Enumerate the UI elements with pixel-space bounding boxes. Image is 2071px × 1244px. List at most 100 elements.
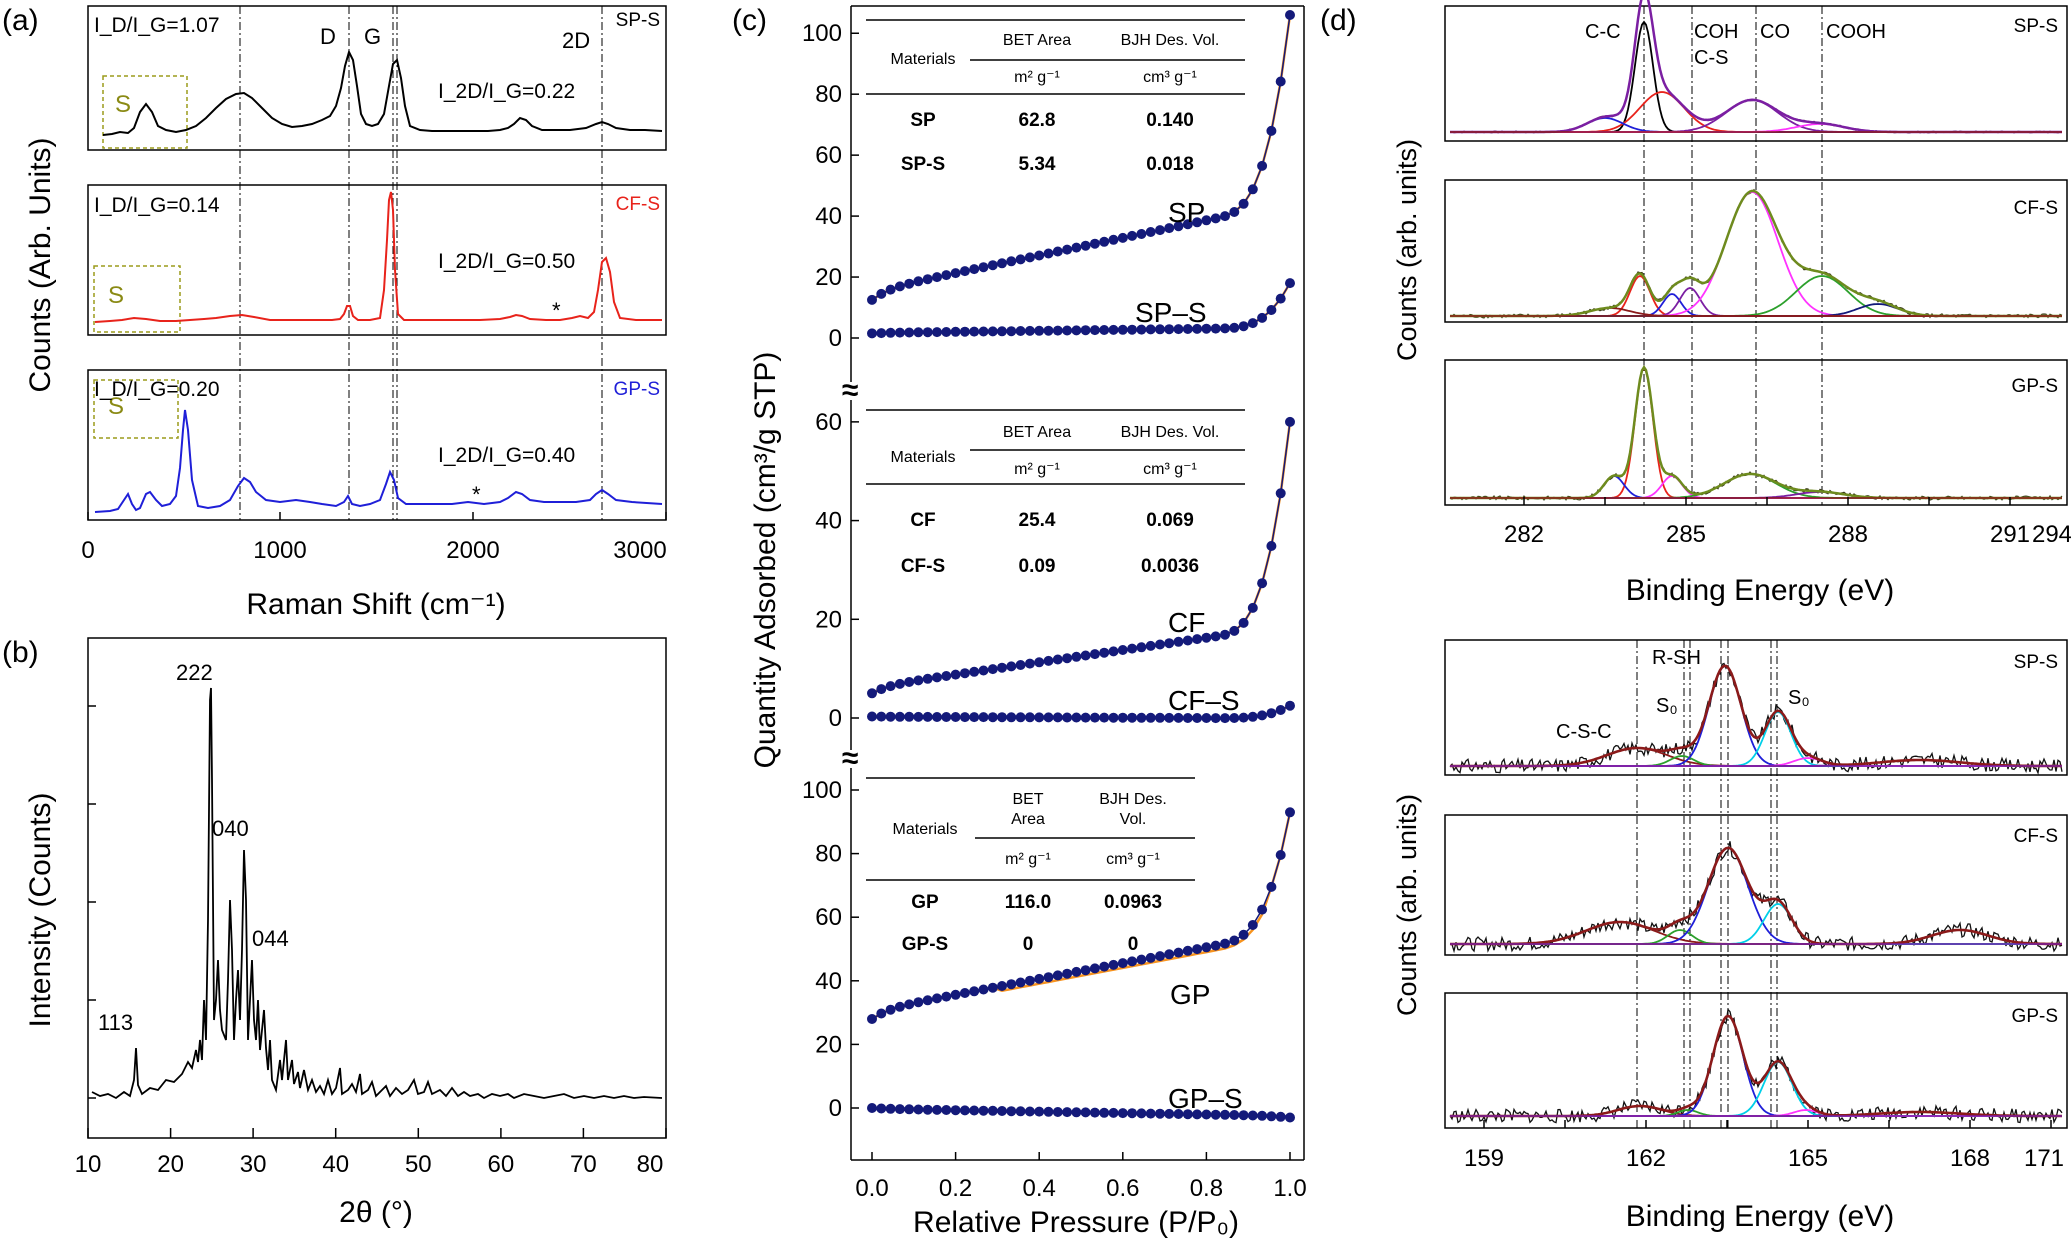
panel-c-data-point bbox=[1024, 975, 1035, 986]
panel-c-data-point bbox=[1117, 324, 1128, 335]
panel-c-data-point bbox=[1127, 324, 1138, 335]
panel-c-data-point bbox=[1071, 966, 1082, 977]
panel-c-data-point bbox=[978, 262, 989, 273]
panel-d-ylabel-top: Counts (arb. units) bbox=[1392, 139, 1422, 361]
table-sp-r2c1: SP-S bbox=[901, 154, 945, 175]
panel-c-data-point bbox=[1015, 254, 1026, 265]
panel-c-data-point bbox=[885, 711, 896, 722]
panel-c-data-point bbox=[922, 327, 933, 338]
panel-c-data-point bbox=[1238, 1110, 1249, 1121]
panel-c-data-point bbox=[1099, 236, 1110, 247]
panel-c-ytick-label: 40 bbox=[815, 508, 842, 535]
panel-c-data-point bbox=[1210, 213, 1221, 224]
panel-c-data-point bbox=[1108, 959, 1119, 970]
panel-c-data-point bbox=[1201, 942, 1212, 953]
panel-c-data-point bbox=[1220, 713, 1230, 724]
panel-b-xrd-trace bbox=[91, 687, 663, 1100]
panel-a-ratio-2d-gp: I_2D/I_G=0.40 bbox=[438, 444, 575, 467]
panel-a-star-cf: * bbox=[552, 298, 561, 323]
table-cf-r1c2: 25.4 bbox=[1019, 510, 1056, 531]
panel-c-data-point bbox=[894, 678, 905, 689]
panel-c-data-point bbox=[932, 327, 942, 338]
panel-c-data-point bbox=[876, 328, 887, 339]
panel-a-frame-cf bbox=[87, 184, 667, 336]
panel-c-data-point bbox=[1275, 705, 1286, 715]
panel-c-data-point bbox=[1006, 712, 1017, 723]
panel-c-data-point bbox=[1182, 635, 1193, 646]
panel-c-data-point bbox=[1182, 713, 1193, 723]
panel-c-data-point bbox=[894, 711, 905, 722]
panel-c-data-point bbox=[1164, 223, 1175, 234]
panel-c-data-point bbox=[913, 327, 924, 338]
panel-c-data-point bbox=[1247, 1110, 1258, 1121]
panel-c-data-point bbox=[1220, 323, 1230, 334]
panel-c-data-point bbox=[1099, 961, 1110, 972]
panel-c-data-point bbox=[1266, 1111, 1277, 1122]
panel-d-s2p-name-cf: CF-S bbox=[2014, 826, 2058, 847]
panel-c-data-point bbox=[1071, 1107, 1082, 1118]
panel-d-s2p-name-sp: SP-S bbox=[2014, 652, 2058, 673]
panel-c-data-point bbox=[1229, 935, 1240, 946]
panel-c-data-point bbox=[1043, 712, 1054, 723]
panel-c-xtick-label: 1.0 bbox=[1273, 1175, 1306, 1202]
panel-a-ratio-d-cf: I_D/I_G=0.14 bbox=[94, 194, 220, 217]
panel-c-data-point bbox=[1192, 1109, 1203, 1120]
panel-c-data-point bbox=[932, 272, 942, 283]
panel-c-data-point bbox=[959, 988, 970, 998]
panel-c-data-point bbox=[1043, 1106, 1054, 1117]
panel-c-data-point bbox=[1210, 631, 1221, 642]
panel-c-data-point bbox=[1173, 1109, 1184, 1119]
panel-d-s2p-component bbox=[1450, 665, 2062, 767]
panel-c-curves bbox=[867, 10, 1295, 1123]
panel-d-xtick-bot-2: 165 bbox=[1788, 1145, 1828, 1172]
panel-c-data-point bbox=[969, 326, 980, 337]
panel-c-data-point bbox=[1247, 920, 1258, 930]
table-cf-h3: BJH Des. Vol. bbox=[1121, 424, 1220, 441]
panel-c-data-point bbox=[1052, 712, 1063, 723]
panel-c-data-point bbox=[1043, 325, 1054, 336]
panel-c-data-point bbox=[959, 668, 970, 679]
panel-c-data-point bbox=[1117, 232, 1128, 243]
panel-c-data-point bbox=[941, 327, 952, 337]
panel-c-data-point bbox=[904, 278, 915, 289]
panel-d-letter: (d) bbox=[1320, 4, 1357, 37]
panel-a-trace-gp-s bbox=[94, 409, 663, 513]
panel-c-data-point bbox=[1062, 712, 1073, 723]
panel-c-data-point bbox=[1257, 904, 1268, 915]
panel-b-frame bbox=[87, 637, 667, 1139]
panel-c-data-point bbox=[1015, 326, 1026, 336]
panel-c-data-point bbox=[969, 666, 980, 677]
panel-c-data-point bbox=[1080, 965, 1091, 976]
panel-c-label-sp-s: SP–S bbox=[1135, 297, 1207, 328]
panel-c-data-point bbox=[969, 1105, 980, 1116]
panel-c-data-point bbox=[1275, 76, 1286, 87]
panel-c-data-point bbox=[1257, 1110, 1268, 1121]
panel-a-peak-d: D bbox=[320, 24, 336, 49]
panel-c-data-point bbox=[1108, 234, 1119, 245]
panel-c-data-point bbox=[1089, 712, 1100, 723]
panel-c-xlabel: Relative Pressure (P/P₀) bbox=[913, 1206, 1239, 1239]
panel-c-data-point bbox=[1089, 649, 1100, 660]
panel-a-s-label-gp: S bbox=[108, 393, 124, 420]
panel-c-ytick-label: 100 bbox=[802, 777, 842, 804]
table-sp-r2c2: 5.34 bbox=[1019, 154, 1056, 175]
table-gp-h1: Materials bbox=[893, 821, 958, 838]
panel-b-xtick-2: 30 bbox=[240, 1151, 267, 1178]
panel-b-peak-044: 044 bbox=[252, 926, 289, 951]
panel-c-data-point bbox=[1229, 625, 1240, 636]
panel-c-data-point bbox=[1117, 645, 1128, 655]
panel-d-curves bbox=[1449, 0, 2063, 1125]
panel-c-data-point bbox=[1201, 323, 1212, 334]
panel-d-s2p-label-rsh: R-SH bbox=[1652, 647, 1701, 669]
table-gp-r2c3: 0 bbox=[1128, 934, 1139, 955]
panel-c-data-point bbox=[969, 986, 980, 997]
panel-c-data-point bbox=[1062, 325, 1073, 336]
panel-b-xtick-6: 70 bbox=[570, 1151, 597, 1178]
panel-c-desorption-line bbox=[871, 812, 1292, 1021]
panel-c-data-point bbox=[1108, 1107, 1119, 1118]
table-cf-r1c1: CF bbox=[910, 510, 935, 531]
panel-b-xtick-5: 60 bbox=[488, 1151, 515, 1178]
panel-a-s-label-cf: S bbox=[108, 282, 124, 309]
table-gp-h3a: BJH Des. bbox=[1099, 791, 1167, 808]
table-gp-r1c1: GP bbox=[911, 892, 939, 913]
